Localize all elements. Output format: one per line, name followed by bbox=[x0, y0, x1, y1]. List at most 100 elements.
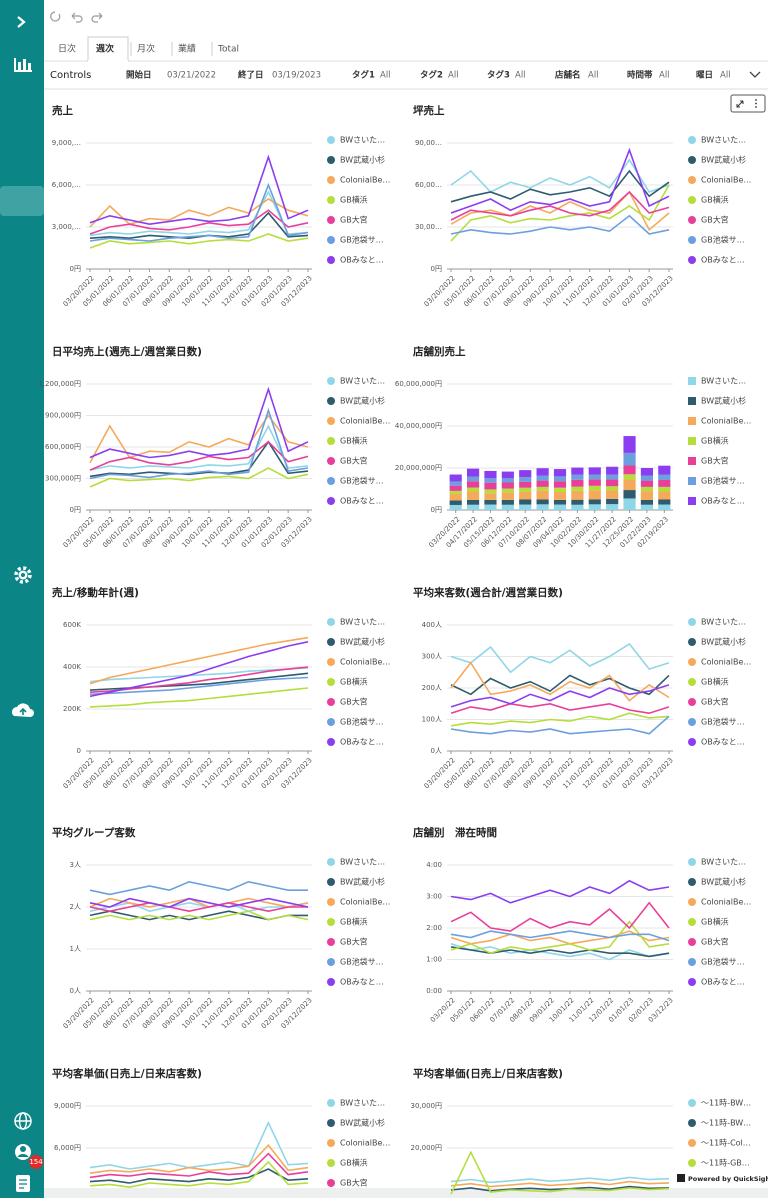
legend-label[interactable]: BWさいた… bbox=[340, 858, 385, 867]
tab[interactable]: Total bbox=[217, 45, 239, 55]
analysis-icon[interactable] bbox=[14, 58, 32, 72]
filter-value[interactable]: All bbox=[448, 71, 459, 81]
legend-label[interactable]: GB大宮 bbox=[340, 215, 368, 225]
legend-label[interactable]: ColonialBe… bbox=[701, 417, 751, 426]
legend-label[interactable]: BW武蔵小杉 bbox=[701, 877, 746, 887]
filter-value[interactable]: All bbox=[720, 71, 731, 81]
filter-value[interactable]: All bbox=[515, 71, 526, 81]
nav-selected[interactable] bbox=[0, 186, 44, 216]
legend-label[interactable]: GB横浜 bbox=[701, 917, 729, 927]
legend-label[interactable]: GB大宮 bbox=[340, 937, 368, 947]
controls-label[interactable]: Controls bbox=[50, 70, 91, 81]
undo-icon[interactable] bbox=[71, 12, 83, 23]
legend-label[interactable]: BWさいた… bbox=[701, 377, 746, 386]
legend-label[interactable]: BW武蔵小杉 bbox=[701, 637, 746, 647]
filter-value[interactable]: 03/21/2022 bbox=[167, 71, 216, 81]
legend-label[interactable]: GB池袋サ… bbox=[340, 235, 384, 245]
expand-icon[interactable] bbox=[17, 16, 26, 28]
legend-label[interactable]: OBみなと… bbox=[340, 497, 384, 506]
legend-label[interactable]: BW武蔵小杉 bbox=[340, 1118, 385, 1128]
upload-icon[interactable] bbox=[12, 703, 35, 717]
filter-value[interactable]: All bbox=[588, 71, 599, 81]
filter-label[interactable]: 終了日 bbox=[238, 70, 264, 81]
legend-label[interactable]: ColonialBe… bbox=[701, 176, 751, 185]
legend-label[interactable]: ColonialBe… bbox=[701, 658, 751, 667]
legend-label[interactable]: GB大宮 bbox=[701, 697, 729, 707]
legend-label[interactable]: GB池袋サ… bbox=[701, 476, 745, 486]
legend-label[interactable]: BWさいた… bbox=[340, 1099, 385, 1108]
legend-label[interactable]: GB池袋サ… bbox=[701, 957, 745, 967]
legend-label[interactable]: GB横浜 bbox=[340, 917, 368, 927]
legend-label[interactable]: OBみなと… bbox=[701, 978, 745, 987]
filter-label[interactable]: タグ3 bbox=[487, 70, 510, 81]
globe-icon[interactable] bbox=[14, 1112, 32, 1130]
legend-label[interactable]: OBみなと… bbox=[701, 256, 745, 265]
legend-label[interactable]: ColonialBe… bbox=[340, 898, 390, 907]
controls-chevron[interactable] bbox=[749, 71, 761, 78]
filter-value[interactable]: All bbox=[659, 71, 670, 81]
user-icon[interactable] bbox=[15, 1144, 31, 1160]
legend-label[interactable]: GB池袋サ… bbox=[340, 717, 384, 727]
legend-label[interactable]: GB横浜 bbox=[340, 1158, 368, 1168]
legend-label[interactable]: OBみなと… bbox=[701, 738, 745, 747]
tab[interactable]: 週次 bbox=[96, 43, 114, 55]
legend-label[interactable]: GB横浜 bbox=[340, 677, 368, 687]
filter-label[interactable]: タグ2 bbox=[420, 70, 443, 81]
reset-icon[interactable] bbox=[50, 11, 61, 22]
filter-label[interactable]: タグ1 bbox=[352, 70, 375, 81]
legend-label[interactable]: ColonialBe… bbox=[701, 898, 751, 907]
filter-label[interactable]: 店舗名 bbox=[554, 70, 581, 81]
legend-label[interactable]: GB大宮 bbox=[340, 697, 368, 707]
legend-label[interactable]: GB池袋サ… bbox=[701, 235, 745, 245]
legend-label[interactable]: ～11時-BW… bbox=[701, 1119, 751, 1128]
legend-label[interactable]: GB大宮 bbox=[701, 456, 729, 466]
legend-label[interactable]: BWさいた… bbox=[701, 858, 746, 867]
legend-label[interactable]: GB横浜 bbox=[340, 195, 368, 205]
legend-label[interactable]: BWさいた… bbox=[340, 618, 385, 627]
legend-label[interactable]: GB池袋サ… bbox=[701, 717, 745, 727]
legend-label[interactable]: ～11時-GB… bbox=[701, 1159, 750, 1168]
filter-label[interactable]: 時間帯 bbox=[627, 70, 653, 81]
legend-label[interactable]: ColonialBe… bbox=[340, 176, 390, 185]
legend-label[interactable]: GB横浜 bbox=[701, 677, 729, 687]
legend-label[interactable]: GB大宮 bbox=[340, 1178, 368, 1188]
legend-label[interactable]: GB大宮 bbox=[340, 456, 368, 466]
legend-label[interactable]: BW武蔵小杉 bbox=[701, 396, 746, 406]
legend-label[interactable]: BWさいた… bbox=[701, 618, 746, 627]
redo-icon[interactable] bbox=[91, 12, 103, 23]
legend-label[interactable]: GB横浜 bbox=[340, 436, 368, 446]
legend-label[interactable]: GB横浜 bbox=[701, 436, 729, 446]
legend-label[interactable]: OBみなと… bbox=[701, 497, 745, 506]
legend-label[interactable]: ColonialBe… bbox=[340, 1139, 390, 1148]
tab[interactable]: 業績 bbox=[178, 43, 196, 55]
legend-label[interactable]: OBみなと… bbox=[340, 256, 384, 265]
legend-label[interactable]: OBみなと… bbox=[340, 978, 384, 987]
legend-label[interactable]: BW武蔵小杉 bbox=[340, 155, 385, 165]
legend-label[interactable]: GB大宮 bbox=[701, 215, 729, 225]
legend-label[interactable]: BWさいた… bbox=[701, 136, 746, 145]
filter-label[interactable]: 開始日 bbox=[126, 70, 152, 81]
docs-icon[interactable] bbox=[16, 1175, 30, 1192]
legend-label[interactable]: ColonialBe… bbox=[340, 658, 390, 667]
legend-label[interactable]: OBみなと… bbox=[340, 738, 384, 747]
legend-label[interactable]: BW武蔵小杉 bbox=[701, 155, 746, 165]
filter-value[interactable]: 03/19/2023 bbox=[272, 71, 321, 81]
tab[interactable]: 日次 bbox=[58, 43, 76, 55]
settings-icon[interactable] bbox=[14, 566, 32, 584]
visual-menu[interactable] bbox=[730, 94, 766, 113]
legend-label[interactable]: GB横浜 bbox=[701, 195, 729, 205]
legend-label[interactable]: BWさいた… bbox=[340, 377, 385, 386]
tab[interactable]: 月次 bbox=[137, 43, 155, 55]
legend-label[interactable]: GB池袋サ… bbox=[340, 476, 384, 486]
legend-label[interactable]: ColonialBe… bbox=[340, 417, 390, 426]
filter-label[interactable]: 曜日 bbox=[696, 70, 713, 81]
filter-value[interactable]: All bbox=[380, 71, 391, 81]
legend-label[interactable]: BW武蔵小杉 bbox=[340, 396, 385, 406]
legend-label[interactable]: BWさいた… bbox=[340, 136, 385, 145]
legend-label[interactable]: GB大宮 bbox=[701, 937, 729, 947]
legend-label[interactable]: BW武蔵小杉 bbox=[340, 637, 385, 647]
legend-label[interactable]: BW武蔵小杉 bbox=[340, 877, 385, 887]
legend-label[interactable]: ～11時-BW… bbox=[701, 1099, 751, 1108]
legend-label[interactable]: GB池袋サ… bbox=[340, 957, 384, 967]
legend-label[interactable]: ～11時-Col… bbox=[701, 1139, 751, 1148]
